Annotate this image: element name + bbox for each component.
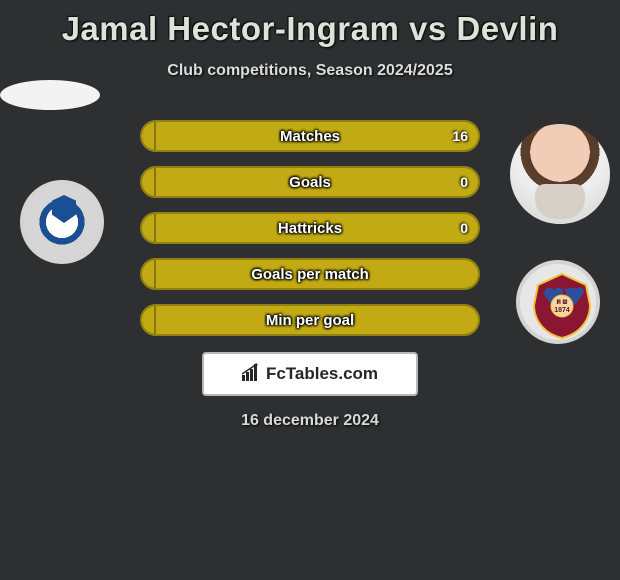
page-title: Jamal Hector-Ingram vs Devlin [0, 0, 620, 48]
stat-row-goals: Goals 0 [140, 166, 480, 198]
club-right-year: 1874 [554, 307, 570, 314]
stat-row-min-per-goal: Min per goal [140, 304, 480, 336]
stat-label: Hattricks [142, 220, 478, 237]
stat-value-right: 16 [452, 128, 468, 144]
brand-box: FcTables.com [202, 352, 418, 396]
club-right-crest: H M F C 1874 [516, 260, 600, 344]
stat-label: Min per goal [142, 312, 478, 329]
player-right-avatar [510, 124, 610, 224]
stat-label: Matches [142, 128, 478, 145]
stat-label: Goals per match [142, 266, 478, 283]
stat-value-right: 0 [460, 174, 468, 190]
subtitle: Club competitions, Season 2024/2025 [0, 62, 620, 80]
chart-icon [242, 363, 262, 386]
player-left-avatar [0, 80, 100, 110]
date-label: 16 december 2024 [0, 412, 620, 430]
stat-row-hattricks: Hattricks 0 [140, 212, 480, 244]
stats-panel: Matches 16 Goals 0 Hattricks 0 Goals per… [140, 120, 480, 350]
stat-value-right: 0 [460, 220, 468, 236]
svg-text:F C: F C [557, 300, 567, 306]
club-left-crest: St Johnstone [20, 180, 104, 264]
stat-row-goals-per-match: Goals per match [140, 258, 480, 290]
stat-row-matches: Matches 16 [140, 120, 480, 152]
brand-text: FcTables.com [266, 364, 378, 384]
stat-label: Goals [142, 174, 478, 191]
